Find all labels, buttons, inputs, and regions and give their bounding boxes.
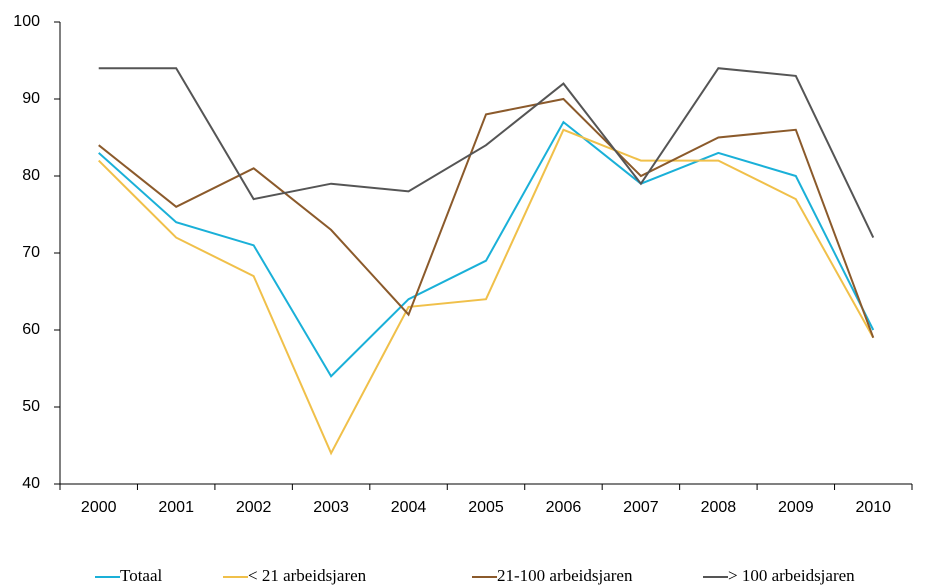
y-tick-label: 90 — [22, 90, 40, 107]
x-tick-label: 2001 — [158, 499, 194, 516]
x-tick-label: 2008 — [701, 499, 737, 516]
x-tick-label: 2002 — [236, 499, 272, 516]
legend-label: < 21 arbeidsjaren — [248, 566, 367, 585]
y-tick-label: 40 — [22, 475, 40, 492]
x-tick-label: 2007 — [623, 499, 659, 516]
series-line — [98, 97, 875, 339]
y-tick-label: 60 — [22, 321, 40, 338]
x-tick-label: 2004 — [391, 499, 427, 516]
x-tick-label: 2005 — [468, 499, 504, 516]
series-line — [98, 67, 875, 239]
legend: Totaal < 21 arbeidsjaren 21-100 arbeidsjar… — [95, 566, 855, 585]
series-line — [98, 128, 875, 456]
x-tick-label: 2003 — [313, 499, 349, 516]
y-tick-label: 80 — [22, 167, 40, 184]
legend-label: > 100 arbeidsjaren — [728, 566, 855, 585]
y-tick-label: 100 — [13, 13, 40, 30]
x-tick-label: 2010 — [855, 499, 891, 516]
y-tick-label: 70 — [22, 244, 40, 261]
y-tick-label: 50 — [22, 398, 40, 415]
series-line — [98, 120, 875, 378]
x-tick-label: 2000 — [81, 499, 117, 516]
legend-label: Totaal — [120, 566, 163, 585]
x-tick-label: 2006 — [546, 499, 582, 516]
x-tick-label: 2009 — [778, 499, 814, 516]
legend-label: 21-100 arbeidsjaren — [497, 566, 633, 585]
